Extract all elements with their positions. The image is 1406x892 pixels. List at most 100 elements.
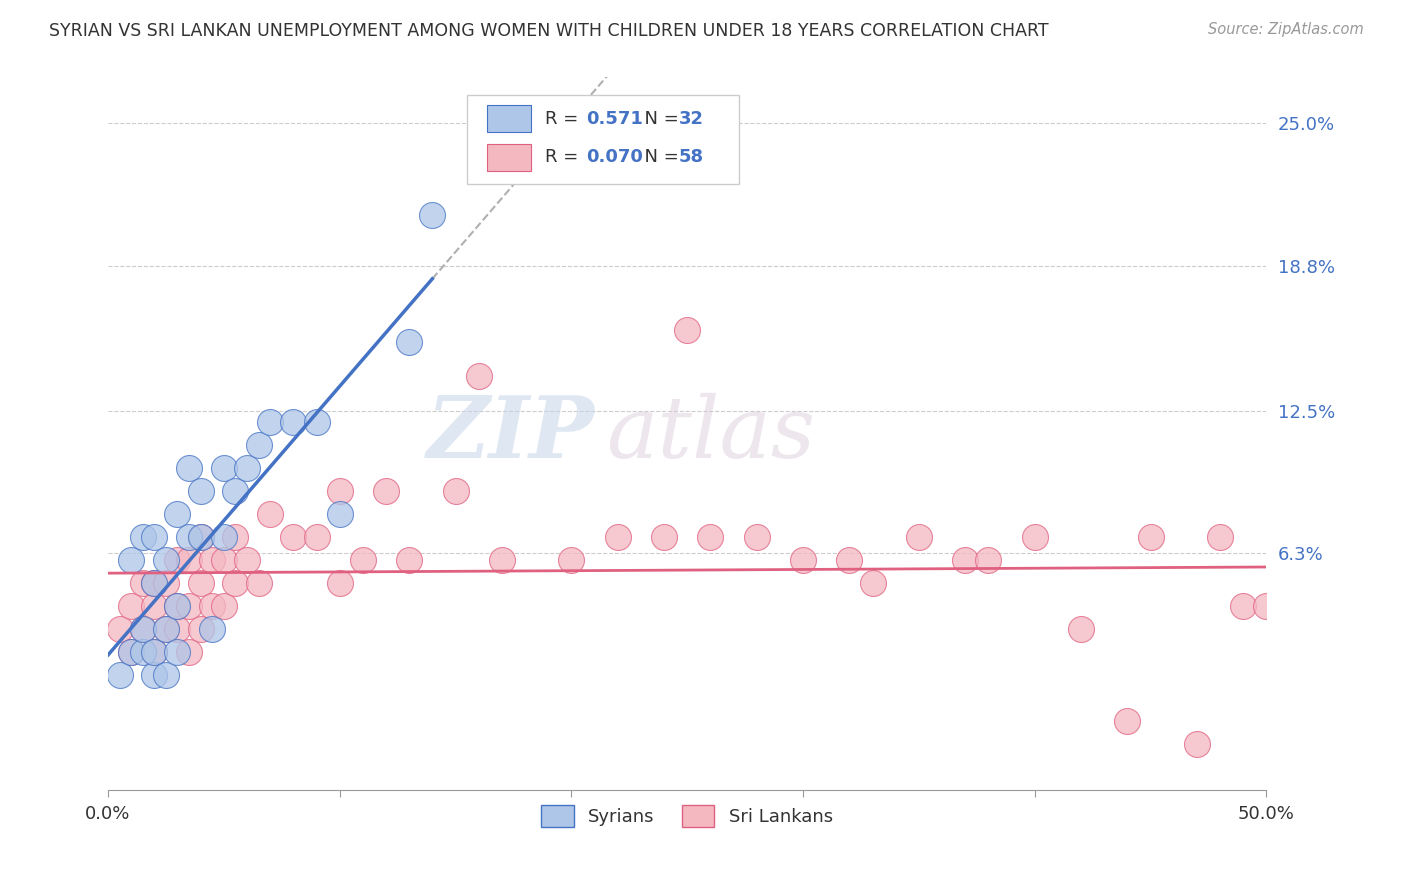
Point (132, 622, 155, 636)
Point (201, 553, 224, 567)
Point (283, 415, 305, 429)
Point (792, 553, 814, 567)
Point (120, 553, 142, 567)
Point (1116, 714, 1139, 728)
Point (155, 576, 177, 591)
Point (120, 645, 142, 659)
Point (862, 576, 884, 591)
Point (560, 553, 582, 567)
Point (212, 599, 235, 613)
Point (1024, 530, 1046, 544)
Point (212, 530, 235, 544)
Point (190, 576, 212, 591)
Text: ZIP: ZIP (426, 392, 595, 475)
Point (283, 530, 305, 544)
Point (166, 553, 188, 567)
Text: 0.571: 0.571 (586, 110, 644, 128)
Point (177, 645, 200, 659)
Text: 58: 58 (679, 148, 704, 166)
Point (224, 576, 246, 591)
Text: N =: N = (633, 110, 685, 128)
Point (201, 622, 224, 636)
Point (224, 484, 246, 499)
Point (699, 530, 721, 544)
Point (120, 599, 142, 613)
Point (132, 622, 155, 636)
Point (398, 553, 420, 567)
Point (1185, 737, 1208, 751)
Point (259, 415, 281, 429)
Point (155, 668, 177, 682)
Legend: Syrians, Sri Lankans: Syrians, Sri Lankans (534, 797, 841, 834)
Point (132, 530, 155, 544)
Point (143, 668, 166, 682)
Point (375, 484, 398, 499)
Point (1232, 599, 1254, 613)
Point (352, 553, 374, 567)
Text: atlas: atlas (606, 392, 815, 475)
Point (132, 576, 155, 591)
Point (190, 622, 212, 636)
Point (177, 461, 200, 475)
Point (166, 645, 188, 659)
Point (652, 530, 675, 544)
Point (224, 530, 246, 544)
Point (329, 576, 352, 591)
Point (166, 507, 188, 521)
Point (190, 484, 212, 499)
Point (190, 530, 212, 544)
Point (143, 645, 166, 659)
Point (1070, 622, 1092, 636)
Point (247, 576, 270, 591)
Point (329, 484, 352, 499)
Point (398, 334, 420, 349)
FancyBboxPatch shape (467, 95, 740, 185)
Point (977, 553, 1000, 567)
Point (491, 553, 513, 567)
Point (177, 530, 200, 544)
Point (420, 208, 443, 222)
Bar (486, 144, 531, 170)
Text: Source: ZipAtlas.com: Source: ZipAtlas.com (1208, 22, 1364, 37)
Point (908, 530, 931, 544)
Point (212, 461, 235, 475)
Point (143, 576, 166, 591)
Point (259, 507, 281, 521)
Point (108, 668, 131, 682)
Point (953, 553, 976, 567)
Text: 0.070: 0.070 (586, 148, 644, 166)
Point (108, 622, 131, 636)
Point (201, 599, 224, 613)
Text: R =: R = (544, 148, 583, 166)
Point (676, 323, 699, 337)
Point (236, 553, 259, 567)
Point (155, 622, 177, 636)
Point (177, 553, 200, 567)
Point (444, 484, 467, 499)
Point (305, 530, 328, 544)
Point (467, 369, 489, 384)
Point (247, 438, 270, 452)
Point (236, 461, 259, 475)
Point (166, 599, 188, 613)
Point (305, 415, 328, 429)
Point (120, 645, 142, 659)
Point (155, 553, 177, 567)
Point (745, 530, 768, 544)
Point (1256, 599, 1278, 613)
Point (177, 599, 200, 613)
Point (190, 530, 212, 544)
Point (143, 645, 166, 659)
Text: SYRIAN VS SRI LANKAN UNEMPLOYMENT AMONG WOMEN WITH CHILDREN UNDER 18 YEARS CORRE: SYRIAN VS SRI LANKAN UNEMPLOYMENT AMONG … (49, 22, 1049, 40)
Point (1209, 530, 1232, 544)
Point (143, 599, 166, 613)
Point (166, 622, 188, 636)
Text: 32: 32 (679, 110, 704, 128)
Point (143, 576, 166, 591)
Bar (486, 105, 531, 132)
Point (606, 530, 628, 544)
Point (212, 553, 235, 567)
Point (166, 599, 188, 613)
Point (132, 645, 155, 659)
Point (1139, 530, 1161, 544)
